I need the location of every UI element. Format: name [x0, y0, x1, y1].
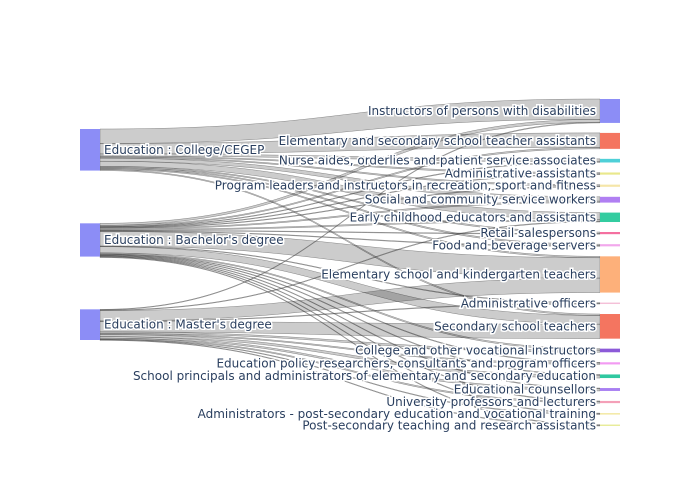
tgt-retail-node: [600, 232, 620, 235]
tgt-secondary-teachers-node: [600, 314, 620, 339]
tgt-principals-label: School principals and administrators of …: [133, 369, 596, 383]
sankey-link-33: [99, 303, 601, 322]
sankey-link-19: [99, 230, 601, 247]
tgt-counsellors-node: [600, 388, 620, 391]
tgt-admin-assistants-node: [600, 172, 620, 175]
tgt-social-workers-label: Social and community service workers: [365, 193, 596, 207]
tgt-food-servers-label: Food and beverage servers: [432, 238, 596, 252]
tgt-early-childhood-node: [600, 212, 620, 223]
sankey-nodes: [80, 99, 620, 426]
tgt-retail-label: Retail salespersons: [480, 226, 596, 240]
tgt-elementary-teachers-node: [600, 256, 620, 293]
tgt-counsellors-label: Educational counsellors: [454, 383, 596, 397]
tgt-elementary-teachers-label: Elementary school and kindergarten teach…: [321, 267, 596, 281]
tgt-disabilities-node: [600, 99, 620, 123]
tgt-nurse-aides-node: [600, 158, 620, 163]
tgt-program-leaders-node: [600, 184, 620, 187]
sankey-link-30: [99, 121, 601, 311]
sankey-link-40: [99, 338, 601, 415]
tgt-professors-node: [600, 400, 620, 404]
tgt-nurse-aides-label: Nurse aides, orderlies and patient servi…: [279, 154, 596, 168]
src-master-label: Education : Master's degree: [104, 318, 272, 332]
tgt-post-sec-admin-node: [600, 413, 620, 415]
src-college-label: Education : College/CEGEP: [104, 143, 264, 157]
tgt-admin-assistants-label: Administrative assistants: [445, 167, 596, 181]
src-college-node: [80, 129, 100, 171]
tgt-principals-node: [600, 374, 620, 379]
tgt-teacher-assistants-node: [600, 132, 620, 149]
tgt-vocational-instructors-label: College and other vocational instructors: [355, 343, 596, 357]
tgt-post-sec-admin-label: Administrators - post-secondary educatio…: [198, 407, 596, 421]
tgt-disabilities-label: Instructors of persons with disabilities: [368, 104, 596, 118]
sankey-link-18: [99, 230, 601, 235]
src-master-node: [80, 309, 100, 340]
tgt-food-servers-node: [600, 244, 620, 247]
tgt-post-sec-assistants-node: [600, 424, 620, 426]
sankey-link-13: [99, 161, 601, 228]
sankey-link-38: [99, 336, 601, 392]
tgt-vocational-instructors-node: [600, 348, 620, 353]
sankey-link-37: [99, 334, 601, 379]
sankey-links: [99, 98, 601, 427]
tgt-early-childhood-label: Early childhood educators and assistants: [350, 210, 596, 224]
tgt-social-workers-node: [600, 196, 620, 203]
sankey-link-15: [99, 185, 601, 229]
tgt-admin-officers-node: [600, 302, 620, 305]
tgt-policy-researchers-label: Education policy researchers, consultant…: [216, 356, 596, 370]
tgt-teacher-assistants-label: Elementary and secondary school teacher …: [279, 134, 596, 148]
tgt-post-sec-assistants-label: Post-secondary teaching and research ass…: [302, 418, 596, 432]
src-bachelor-node: [80, 223, 100, 257]
tgt-professors-label: University professors and lecturers: [386, 395, 596, 409]
sankey-labels: Education : College/CEGEP Education : Bac…: [103, 102, 598, 433]
src-bachelor-label: Education : Bachelor's degree: [104, 233, 284, 247]
tgt-admin-officers-label: Administrative officers: [461, 296, 596, 310]
sankey-link-12: [99, 147, 601, 227]
sankey-link-36: [99, 333, 601, 365]
tgt-policy-researchers-node: [600, 362, 620, 365]
tgt-secondary-teachers-label: Secondary school teachers: [434, 319, 596, 333]
tgt-program-leaders-label: Program leaders and instructors in recre…: [215, 179, 596, 193]
